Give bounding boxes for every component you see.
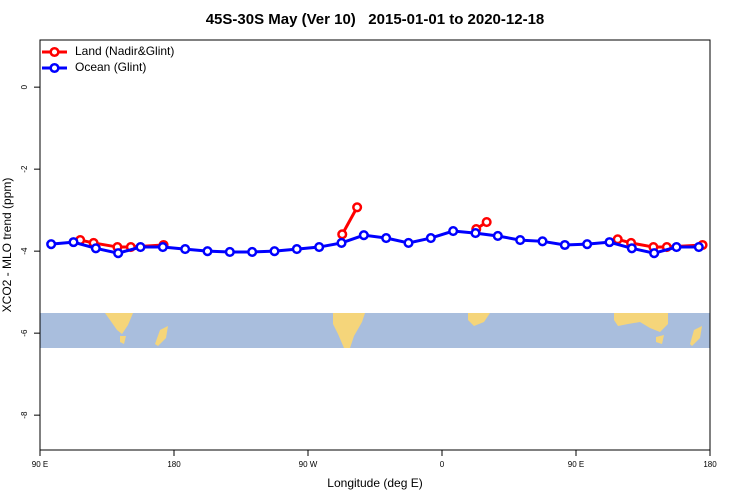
point xyxy=(224,246,235,258)
y-tick-label: -6 xyxy=(20,329,29,337)
y-tick-label: 0 xyxy=(20,84,29,89)
x-tick-label: 90 W xyxy=(299,460,318,469)
point xyxy=(671,242,682,253)
point xyxy=(537,236,548,247)
point xyxy=(157,242,168,253)
chart-title: 45S-30S May (Ver 10) 2015-01-01 to 2020-… xyxy=(206,11,545,28)
point xyxy=(492,230,503,242)
x-tick-label: 90 E xyxy=(568,460,584,469)
y-tick-label: -4 xyxy=(20,247,29,255)
point xyxy=(481,216,492,228)
point xyxy=(90,243,101,254)
x-tick-label: 90 E xyxy=(32,460,48,469)
point xyxy=(352,202,363,213)
x-tick-label: 180 xyxy=(703,460,717,469)
point xyxy=(202,246,213,257)
y-tick-label: -2 xyxy=(20,165,29,173)
legend-marker xyxy=(49,62,60,74)
point xyxy=(425,232,436,244)
x-tick-label: 180 xyxy=(167,460,181,469)
plot-frame xyxy=(39,39,711,451)
point xyxy=(403,237,414,248)
x-axis-label: Longitude (deg E) xyxy=(327,476,422,490)
point xyxy=(582,239,593,250)
point xyxy=(291,244,302,255)
point xyxy=(381,232,392,244)
point xyxy=(612,234,623,245)
map-strip xyxy=(40,313,710,348)
point xyxy=(604,237,615,248)
y-axis-label: XCO2 - MLO trend (ppm) xyxy=(0,178,14,313)
point xyxy=(358,230,369,241)
legend-label: Land (Nadir&Glint) xyxy=(75,44,174,58)
point xyxy=(515,235,526,246)
legend-label: Ocean (Glint) xyxy=(75,60,146,74)
point xyxy=(46,239,57,250)
series-line xyxy=(51,229,699,255)
x-tick-label: 0 xyxy=(440,460,445,469)
point xyxy=(649,248,660,259)
y-tick-label: -8 xyxy=(20,411,29,419)
point xyxy=(448,226,459,237)
point xyxy=(135,242,146,253)
point xyxy=(247,246,258,258)
point xyxy=(559,239,570,251)
point xyxy=(68,237,79,248)
point xyxy=(180,244,191,255)
point xyxy=(269,246,280,257)
point xyxy=(693,242,704,253)
point xyxy=(314,242,325,253)
point xyxy=(336,237,347,248)
point xyxy=(337,229,348,240)
legend-marker xyxy=(49,46,60,58)
point xyxy=(626,243,637,254)
point xyxy=(113,248,124,259)
point xyxy=(470,228,481,239)
